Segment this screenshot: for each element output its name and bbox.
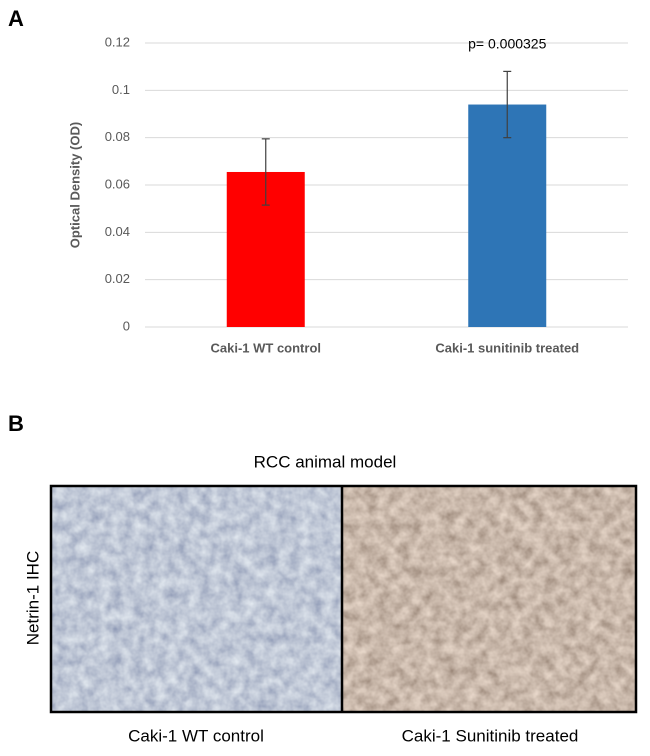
- x-tick-label: Caki-1 sunitinib treated: [435, 340, 579, 355]
- bar-chart: 0 0.02 0.04 0.06 0.08 0.1 0.12 Caki-1 WT contro…: [105, 34, 628, 355]
- image-caption: Caki-1 Sunitinib treated: [402, 726, 579, 745]
- panel-label: A: [8, 6, 24, 31]
- error-bar: [503, 70, 512, 139]
- y-tick-label: 0.04: [105, 224, 130, 239]
- y-tick-label: 0.02: [105, 271, 130, 286]
- ihc-image: [342, 487, 636, 712]
- image-frame: [49, 484, 638, 714]
- y-tick-label: 0: [123, 318, 130, 333]
- panel-title: RCC animal model: [254, 452, 397, 471]
- ihc-image: [52, 487, 342, 712]
- y-tick-label: 0.1: [112, 82, 130, 97]
- bar: [468, 104, 547, 328]
- panel-label: B: [8, 411, 24, 436]
- error-bar: [261, 138, 270, 206]
- row-label: Netrin-1 IHC: [23, 551, 42, 645]
- image-caption: Caki-1 WT control: [128, 726, 264, 745]
- y-tick-label: 0.12: [105, 34, 130, 49]
- annotation: p= 0.000325: [468, 36, 546, 52]
- x-tick-label: Caki-1 WT control: [210, 340, 321, 355]
- y-axis-title: Optical Density (OD): [67, 122, 82, 248]
- y-tick-label: 0.06: [105, 176, 130, 191]
- y-tick-label: 0.08: [105, 129, 130, 144]
